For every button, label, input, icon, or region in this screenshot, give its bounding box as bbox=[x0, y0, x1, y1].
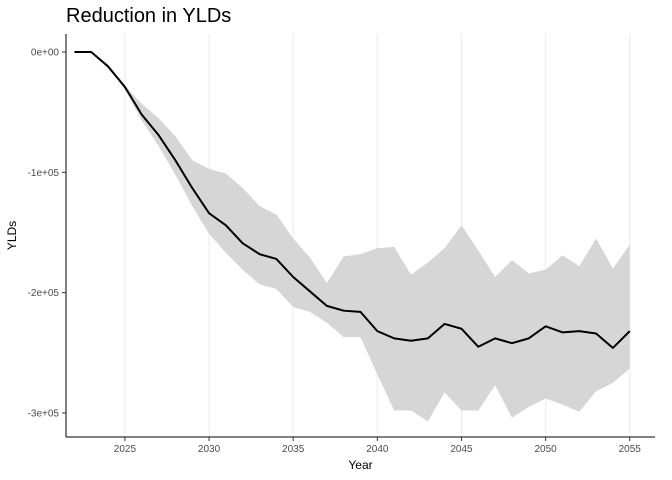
y-tick-label-1: -1e+05 bbox=[28, 168, 60, 179]
x-axis-title: Year bbox=[348, 458, 372, 472]
confidence-band bbox=[74, 52, 630, 422]
x-tick-label-2045: 2045 bbox=[450, 444, 473, 455]
axis-ticks: 2025 2030 2035 2040 2045 2050 2055 0e+00 -1e+05 -… bbox=[28, 48, 642, 455]
y-tick-label-0: 0e+00 bbox=[31, 48, 60, 59]
y-tick-label-3: -3e+05 bbox=[28, 408, 60, 419]
mean-line bbox=[74, 51, 631, 349]
x-tick-label-2035: 2035 bbox=[282, 444, 305, 455]
x-tick-label-2050: 2050 bbox=[534, 444, 557, 455]
x-tick-label-2055: 2055 bbox=[619, 444, 642, 455]
y-axis-title: YLDs bbox=[5, 221, 19, 250]
x-tick-label-2025: 2025 bbox=[114, 444, 137, 455]
x-tick-label-2040: 2040 bbox=[366, 444, 389, 455]
chart-title: Reduction in YLDs bbox=[66, 5, 232, 27]
y-tick-label-2: -2e+05 bbox=[28, 288, 60, 299]
x-tick-label-2030: 2030 bbox=[198, 444, 221, 455]
